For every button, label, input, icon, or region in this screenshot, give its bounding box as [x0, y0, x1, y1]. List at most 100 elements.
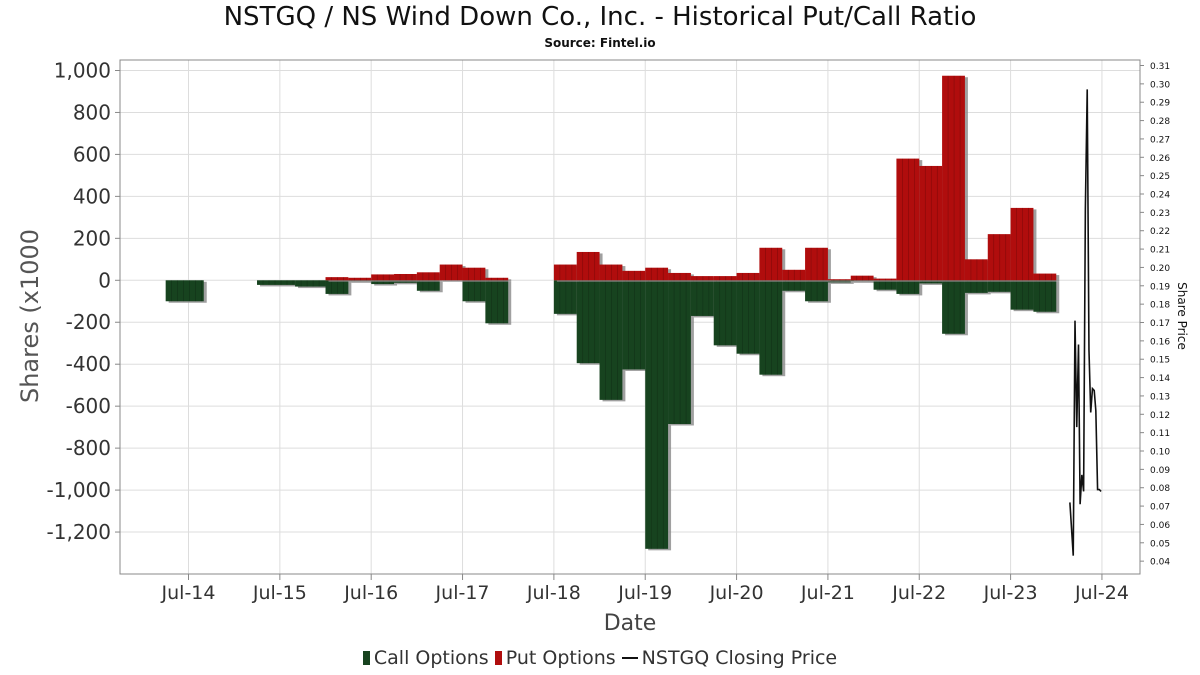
chart-subtitle: Source: Fintel.io	[544, 36, 656, 50]
put-bar	[805, 247, 828, 281]
y-tick-label: 600	[73, 142, 111, 166]
put-bar	[439, 264, 463, 281]
call-bar	[805, 280, 828, 302]
call-bar-shadow	[830, 281, 854, 284]
y2-tick-label: 0.26	[1150, 154, 1170, 164]
y2-tick-label: 0.09	[1150, 466, 1170, 476]
put-bar	[873, 278, 897, 281]
x-tick-label: Jul-17	[435, 582, 490, 604]
y-tick-label: 400	[73, 184, 111, 208]
call-bar-shadow	[397, 281, 420, 285]
y2-tick-label: 0.06	[1150, 521, 1170, 531]
y2-axis-title: Share Price	[1175, 282, 1189, 350]
y2-tick-label: 0.23	[1150, 209, 1170, 219]
y2-tick-label: 0.27	[1150, 135, 1170, 145]
y2-tick-label: 0.16	[1150, 337, 1170, 347]
y2-tick-label: 0.25	[1150, 172, 1170, 182]
y2-tick-label: 0.07	[1150, 503, 1170, 513]
put-bar	[576, 251, 600, 281]
put-bar	[713, 276, 737, 281]
y2-tick-label: 0.31	[1150, 62, 1170, 72]
call-bar	[295, 280, 326, 287]
put-bar	[1033, 273, 1057, 281]
x-tick-label: Jul-22	[891, 582, 946, 604]
put-bar	[827, 279, 851, 281]
put-bar	[690, 276, 714, 281]
y2-tick-label: 0.11	[1150, 429, 1170, 439]
put-bar	[919, 165, 943, 281]
put-bar	[371, 274, 395, 281]
call-bar	[599, 280, 623, 400]
x-tick-label: Jul-20	[709, 582, 764, 604]
y-tick-label: 800	[73, 100, 111, 124]
x-tick-label: Jul-23	[983, 582, 1038, 604]
call-bar	[782, 280, 806, 291]
put-bar	[394, 273, 417, 281]
put-bar-shadow	[488, 279, 512, 282]
y-tick-label: -1,200	[47, 520, 111, 544]
put-bar	[553, 264, 577, 281]
y2-tick-label: 0.14	[1150, 374, 1170, 384]
call-bar	[645, 280, 669, 549]
chart-title: NSTGQ / NS Wind Down Co., Inc. - Histori…	[223, 2, 977, 32]
call-bar	[987, 280, 1011, 292]
x-tick-label: Jul-24	[1074, 582, 1129, 604]
put-bar	[987, 234, 1011, 281]
call-bar	[736, 280, 760, 354]
y2-tick-label: 0.30	[1150, 80, 1170, 90]
x-axis-title: Date	[604, 611, 657, 636]
legend-item-put: Put Options	[494, 647, 616, 669]
put-bar	[896, 158, 920, 281]
y-axis-title: Shares (x1000	[16, 229, 44, 403]
call-bar	[1033, 280, 1057, 312]
y-tick-label: 200	[73, 226, 111, 250]
call-bar	[165, 280, 204, 302]
call-bar	[873, 280, 897, 290]
axes: 1,000 800 600 400 200 0 -200 -400 -600 -800 -1,000…	[47, 58, 1171, 604]
call-bar	[371, 280, 395, 285]
call-bar	[416, 280, 440, 291]
call-bar	[942, 280, 965, 334]
y-tick-label: -400	[66, 352, 111, 376]
legend-item-price: NSTGQ Closing Price	[621, 647, 837, 669]
call-bar	[668, 280, 691, 424]
y2-tick-label: 0.18	[1150, 301, 1170, 311]
put-bar	[850, 275, 874, 281]
y2-tick-label: 0.05	[1150, 539, 1170, 549]
call-bar	[896, 280, 920, 294]
y2-tick-label: 0.13	[1150, 392, 1170, 402]
call-bar	[919, 280, 943, 284]
y2-tick-label: 0.19	[1150, 282, 1170, 292]
legend-label-put: Put Options	[505, 647, 616, 669]
y2-tick-label: 0.04	[1150, 558, 1170, 568]
legend: Call Options Put Options NSTGQ Closing P…	[0, 647, 1200, 669]
x-tick-label: Jul-19	[617, 582, 672, 604]
x-tick-label: Jul-16	[343, 582, 398, 604]
call-bar	[622, 280, 646, 370]
y-tick-label: -200	[66, 310, 111, 334]
put-bar	[736, 272, 760, 281]
call-bar	[576, 280, 600, 364]
call-swatch-icon	[362, 651, 370, 665]
x-tick-label: Jul-14	[161, 582, 216, 604]
call-bar	[759, 280, 783, 375]
call-bar	[257, 280, 296, 285]
y2-tick-label: 0.20	[1150, 264, 1170, 274]
put-bar	[759, 247, 783, 281]
y2-tick-label: 0.21	[1150, 246, 1170, 256]
put-bar	[462, 267, 486, 281]
put-bar	[668, 272, 691, 281]
legend-label-call: Call Options	[373, 647, 489, 669]
price-line-icon	[621, 657, 638, 659]
y-tick-label: 0	[98, 268, 111, 292]
y2-tick-label: 0.10	[1150, 448, 1170, 458]
x-tick-label: Jul-21	[800, 582, 855, 604]
call-bar	[964, 280, 988, 293]
call-bar-shadow	[351, 281, 375, 283]
call-bar	[485, 280, 509, 324]
x-tick-label: Jul-15	[252, 582, 307, 604]
put-bar	[348, 277, 372, 281]
y2-tick-label: 0.22	[1150, 227, 1170, 237]
put-bar	[485, 277, 509, 281]
